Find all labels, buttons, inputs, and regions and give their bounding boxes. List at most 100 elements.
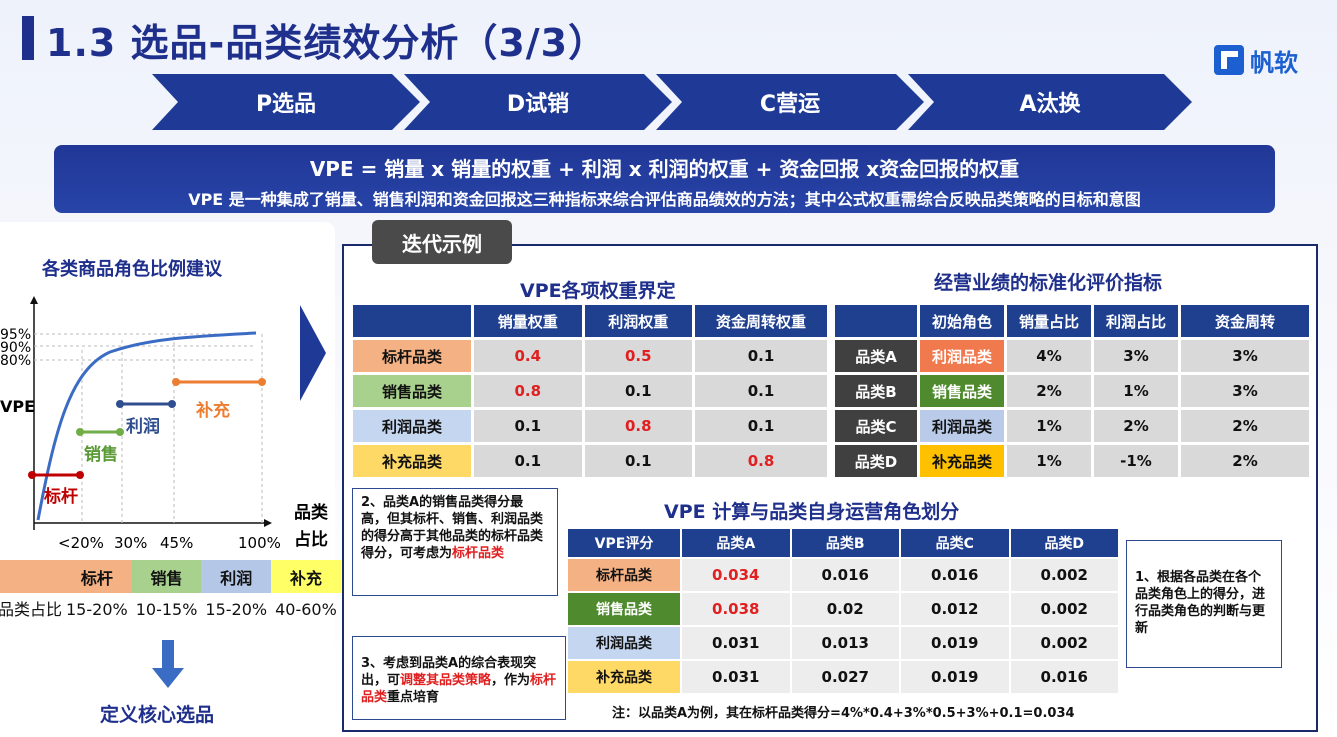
table-cell: 4% <box>1007 340 1091 372</box>
table-cell: 2% <box>1181 410 1309 442</box>
row-label: 标杆品类 <box>353 340 471 372</box>
label-supplement: 补充 <box>195 400 230 421</box>
table-header: 销量权重 <box>474 305 582 337</box>
row-label: 利润品类 <box>568 627 680 659</box>
table-header: 品类A <box>682 529 790 557</box>
row-label: 品类A <box>835 340 917 372</box>
role-ratio-table: 标杆 销售 利润 补充 品类占比 15-20% 10-15% 15-20% 40… <box>0 560 341 626</box>
table-row: 品类A 利润品类 4% 3% 3% <box>835 340 1309 372</box>
row-label-text: 品类占比 <box>0 599 62 619</box>
header-sales: 销售 <box>131 560 202 593</box>
y-tick: 80% <box>0 353 31 369</box>
vpe-table: VPE评分 品类A 品类B 品类C 品类D 标杆品类 0.034 0.016 0… <box>566 527 1120 695</box>
table-cell: 0.016 <box>791 559 899 591</box>
table-cell: 1% <box>1007 445 1091 477</box>
row-label: 补充品类 <box>353 445 471 477</box>
table-cell: 0.016 <box>1010 661 1118 693</box>
table-cell: 1% <box>1094 375 1178 407</box>
table-row: 标杆品类 0.4 0.5 0.1 <box>353 340 827 372</box>
point-sales <box>76 428 84 436</box>
table-cell: 0.027 <box>791 661 899 693</box>
table-row: 利润品类 0.1 0.8 0.1 <box>353 410 827 442</box>
point-profit <box>116 400 124 408</box>
x-tick: 100% <box>238 534 281 552</box>
role-cell: 销售品类 <box>920 375 1004 407</box>
note-2-highlight: 标杆品类 <box>452 546 505 561</box>
role-ratio-chart: 95% 90% 80% VPE 标杆 销售 利润 补充 <20% 30% 45%… <box>0 296 329 552</box>
table-row: 标杆品类 0.034 0.016 0.016 0.002 <box>568 559 1118 591</box>
table-cell <box>0 560 62 593</box>
step-label: A汰换 <box>1019 92 1081 117</box>
table-header: 资金周转权重 <box>695 305 827 337</box>
row-label: 利润品类 <box>353 410 471 442</box>
table-row: 品类D 补充品类 1% -1% 2% <box>835 445 1309 477</box>
formula-sub: VPE 是一种集成了销量、销售利润和资金回报这三种指标来综合评估商品绩效的方法；… <box>188 190 1141 209</box>
table-cell: 0.4 <box>474 340 582 372</box>
table-cell: 0.1 <box>584 445 692 477</box>
point-supplement <box>172 378 180 386</box>
kpi-table: 初始角色 销量占比 利润占比 资金周转 品类A 利润品类 4% 3% 3% 品类… <box>832 302 1312 480</box>
row-label: 补充品类 <box>568 661 680 693</box>
table-row: 品类B 销售品类 2% 1% 3% <box>835 375 1309 407</box>
y-axis-label: VPE <box>0 397 35 416</box>
table-cell: 0.1 <box>695 375 827 407</box>
step-c: C营运 <box>656 74 924 130</box>
table-cell: 0.031 <box>682 661 790 693</box>
note-3: 3、考虑到品类A的综合表现突出，可调整其品类策略，作为标杆品类重点培育 <box>352 636 566 720</box>
table-cell: 3% <box>1181 340 1309 372</box>
row-label: 销售品类 <box>353 375 471 407</box>
header-supplement: 补充 <box>271 560 341 593</box>
row-label: 品类占比 <box>0 593 62 626</box>
point-benchmark <box>28 471 36 479</box>
define-core-selection: 定义核心选品 <box>100 704 215 726</box>
logo-text: 帆软 <box>1250 48 1298 77</box>
header-profit: 利润 <box>201 560 272 593</box>
point-sales <box>116 428 124 436</box>
table-header: 销量占比 <box>1007 305 1091 337</box>
table-row: 利润品类 0.031 0.013 0.019 0.002 <box>568 627 1118 659</box>
table-row: 品类C 利润品类 1% 2% 2% <box>835 410 1309 442</box>
table-cell: 0.016 <box>901 559 1009 591</box>
formula-main: VPE = 销量 x 销量的权重 + 利润 x 利润的权重 + 资金回报 x资金… <box>309 157 1020 181</box>
table-cell: 40-60% <box>275 600 337 619</box>
table-cell: 2% <box>1094 410 1178 442</box>
table-cell: 15-20% <box>205 600 268 619</box>
table-cell: -1% <box>1094 445 1178 477</box>
table-header: 品类B <box>791 529 899 557</box>
vpe-title: VPE 计算与品类自身运营角色划分 <box>664 501 960 523</box>
table-cell: 0.5 <box>584 340 692 372</box>
table-cell: 0.1 <box>584 375 692 407</box>
table-cell: 15-20% <box>66 600 128 619</box>
chevron-right-icon <box>300 305 326 401</box>
note-3-mid: ，作为 <box>491 673 531 688</box>
step-d: D试销 <box>404 74 672 130</box>
table-row: 销售品类 0.038 0.02 0.012 0.002 <box>568 593 1118 625</box>
table-cell: 10-15% <box>135 600 198 619</box>
table-header: 利润权重 <box>584 305 692 337</box>
x-tick: 45% <box>160 534 193 552</box>
x-axis-arrow-icon <box>264 519 272 527</box>
table-cell: 3% <box>1181 375 1309 407</box>
point-benchmark <box>76 471 84 479</box>
role-cell: 利润品类 <box>920 340 1004 372</box>
table-cell: 2% <box>1007 375 1091 407</box>
note-2: 2、品类A的销售品类得分最高，但其标杆、销售、利润品类的得分高于其他品类的标杆品… <box>352 488 558 596</box>
step-label: C营运 <box>759 92 821 117</box>
table-header: 初始角色 <box>920 305 1004 337</box>
page-title: 1.3 选品-品类绩效分析（3/3） <box>46 21 608 65</box>
y-tick: 90% <box>0 340 31 356</box>
x-axis-label: 品类 <box>294 502 329 523</box>
iteration-tag: 迭代示例 <box>372 220 512 264</box>
table-cell: 0.002 <box>1010 627 1118 659</box>
note-1: 1、根据各品类在各个品类角色上的得分，进行品类角色的判断与更新 <box>1126 540 1282 668</box>
table-cell: 0.012 <box>901 593 1009 625</box>
table-header: 资金周转 <box>1181 305 1309 337</box>
header-benchmark: 标杆 <box>62 560 132 593</box>
table-header <box>835 305 917 337</box>
table-cell: 0.019 <box>901 627 1009 659</box>
weights-title: VPE各项权重界定 <box>520 280 676 302</box>
note-3-post: 重点培育 <box>387 690 440 705</box>
table-header: VPE评分 <box>568 529 680 557</box>
table-cell: 0.8 <box>474 375 582 407</box>
